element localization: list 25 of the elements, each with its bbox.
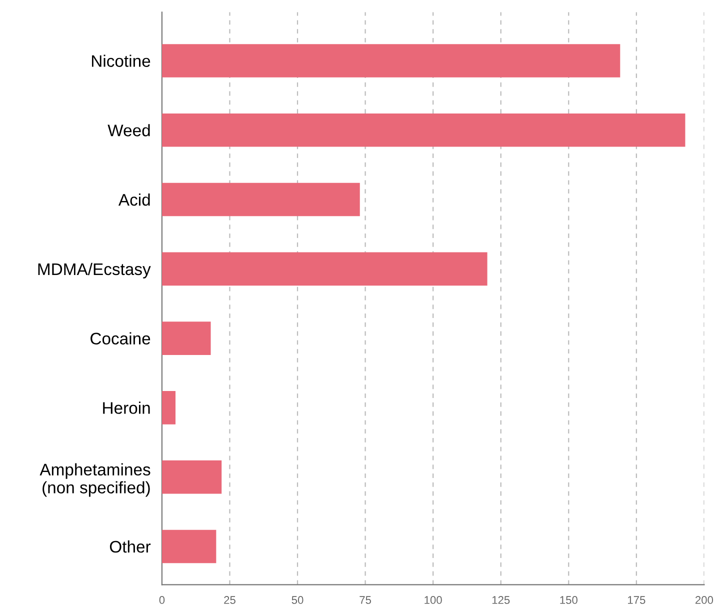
x-tick-label: 150 xyxy=(560,596,578,604)
bar xyxy=(162,44,620,78)
x-tick-label: 175 xyxy=(628,596,646,604)
y-tick-label: Weed xyxy=(108,124,150,136)
bar xyxy=(162,113,686,147)
y-tick-label: Amphetamines (non specified) xyxy=(40,463,150,497)
y-tick-label: Acid xyxy=(118,193,150,206)
bar xyxy=(162,530,216,564)
y-tick-label: Nicotine xyxy=(92,54,150,67)
x-tick-label: 75 xyxy=(360,596,372,604)
x-tick-label: 125 xyxy=(492,596,510,604)
bar xyxy=(162,252,488,286)
x-tick-label: 0 xyxy=(159,596,165,604)
bar xyxy=(162,182,360,216)
y-tick-label: Cocaine xyxy=(90,332,150,345)
x-tick-label: 200 xyxy=(695,596,714,604)
y-tick-label: Other xyxy=(110,540,151,553)
y-tick-label: MDMA/Ecstasy xyxy=(38,262,151,278)
bar xyxy=(162,322,211,355)
x-tick-label: 50 xyxy=(292,596,304,604)
bar xyxy=(162,460,222,494)
x-tick-label: 100 xyxy=(424,596,442,604)
bar xyxy=(162,391,176,424)
y-tick-label: Heroin xyxy=(103,402,150,414)
x-tick-label: 25 xyxy=(224,596,236,604)
